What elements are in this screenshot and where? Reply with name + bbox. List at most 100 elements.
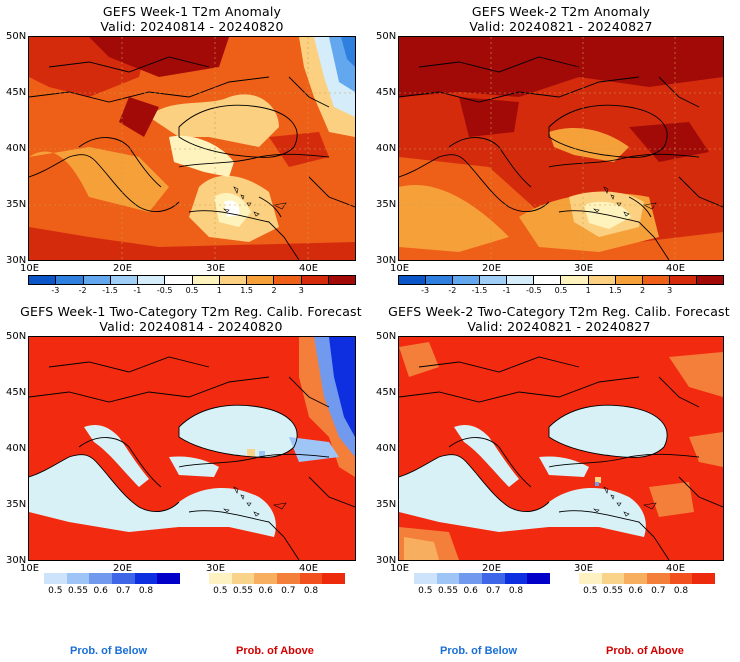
colorbar-swatch: [642, 276, 670, 284]
colorbar-tick-label: 2: [639, 286, 646, 295]
colorbar-swatch: [192, 276, 220, 284]
colorbar-tick-label: 3: [667, 286, 673, 295]
colorbar-swatch: [507, 276, 535, 284]
colorbar-swatch: [453, 276, 481, 284]
lon-label-10e: 10E: [20, 563, 40, 574]
lat-label-40n: 40N: [376, 443, 397, 454]
lat-label-45n: 45N: [6, 387, 27, 398]
colorbar-swatch: [647, 573, 670, 584]
colorbar-tick-label: 0.6: [93, 586, 108, 596]
title-line: GEFS Week-2 T2m Anomaly: [471, 4, 651, 19]
lon-label-30e: 30E: [574, 263, 594, 274]
lat-label-40n: 40N: [376, 143, 397, 154]
map-week2-anomaly: [398, 36, 724, 261]
map-week2-prob: [398, 336, 724, 561]
lon-label-40e: 40E: [666, 263, 686, 274]
colorbar-tick-label: 0.8: [303, 586, 319, 596]
colorbar-tick-label: -1: [133, 286, 142, 295]
colorbar-swatch: [480, 276, 508, 284]
prob-below-colorbar-right: 0.5 0.55 0.6 0.7 0.8: [414, 573, 551, 596]
colorbar-tick-label: 0.7: [281, 586, 296, 596]
colorbar-tick-label: 1: [216, 286, 222, 295]
colorbar-tick-label: 3: [298, 286, 304, 295]
colorbar-swatch: [44, 573, 67, 584]
lat-label-50n: 50N: [6, 331, 27, 342]
colorbar-tick-label: -1.5: [471, 286, 488, 295]
colorbar-swatch: [134, 573, 158, 584]
lon-label-30e: 30E: [574, 563, 594, 574]
colorbar-swatch: [110, 276, 138, 284]
colorbar-swatch: [615, 276, 643, 284]
valid-dates: Valid: 20240814 - 20240820: [100, 19, 284, 34]
colorbar-swatch: [56, 276, 84, 284]
colorbar-swatch: [274, 276, 302, 284]
colorbar-ticks: 0.5 0.55 0.6 0.7 0.8: [414, 584, 550, 596]
colorbar-ticks: -3 -2 -1.5 -1 -0.5 0.5 1 1.5 2 3: [398, 285, 724, 297]
colorbar-tick-label: 0.6: [463, 586, 478, 596]
colorbar-tick-label: -1.5: [102, 286, 118, 295]
lon-label-30e: 30E: [206, 263, 226, 274]
panel-title-week1-prob: GEFS Week-1 Two-Category T2m Reg. Calib.…: [8, 304, 374, 334]
colorbar-ticks: 0.5 0.55 0.6 0.7 0.8: [209, 584, 345, 596]
colorbar-swatches: [44, 573, 181, 584]
colorbar-swatches: [209, 573, 346, 584]
colorbar-tick-label: 0.7: [651, 586, 666, 596]
colorbar-swatches: [28, 275, 356, 285]
colorbar-tick-label: -2: [448, 286, 457, 295]
colorbar-swatch: [579, 573, 602, 584]
title-line: GEFS Week-1 Two-Category T2m Reg. Calib.…: [20, 304, 362, 319]
colorbar-swatch: [692, 573, 716, 584]
lat-label-40n: 40N: [6, 443, 27, 454]
prob-above-colorbar-right: 0.5 0.55 0.6 0.7 0.8: [579, 573, 716, 596]
prob-above-colorbar-left: 0.5 0.55 0.6 0.7 0.8: [209, 573, 346, 596]
lon-label-20e: 20E: [113, 263, 133, 274]
lon-label-10e: 10E: [390, 263, 410, 274]
lat-label-45n: 45N: [6, 87, 27, 98]
colorbar-swatch: [299, 573, 323, 584]
colorbar-tick-label: 0.8: [508, 586, 524, 596]
lat-label-35n: 35N: [6, 499, 27, 510]
colorbar-ticks: 0.5 0.55 0.6 0.7 0.8: [44, 584, 180, 596]
lat-label-50n: 50N: [376, 331, 397, 342]
colorbar-swatch: [534, 276, 562, 284]
prob-map-svg: [399, 337, 723, 560]
colorbar-tick-label: -3: [51, 286, 60, 295]
colorbar-tick-label: 0.7: [486, 586, 501, 596]
colorbar-swatch: [83, 276, 111, 284]
lat-label-40n: 40N: [6, 143, 27, 154]
colorbar-tick-label: 0.55: [437, 586, 459, 596]
colorbar-swatch: [254, 573, 278, 584]
prob-above-label: Prob. of Above: [606, 645, 684, 657]
colorbar-tick-label: -2: [78, 286, 87, 295]
lat-label-35n: 35N: [6, 199, 27, 210]
anomaly-map-svg: [399, 37, 723, 260]
lat-label-50n: 50N: [6, 31, 27, 42]
colorbar-swatch: [482, 573, 505, 584]
colorbar-ticks: -3 -2 -1.5 -1 -0.5 0.5 1 1.5 2 3: [28, 285, 356, 297]
lat-label-45n: 45N: [376, 87, 397, 98]
panel-title-week1-anomaly: GEFS Week-1 T2m Anomaly Valid: 20240814 …: [28, 4, 356, 34]
lon-label-40e: 40E: [299, 263, 319, 274]
lat-label-35n: 35N: [376, 499, 397, 510]
lat-label-35n: 35N: [376, 199, 397, 210]
colorbar-tick-label: 0.6: [258, 586, 273, 596]
title-line: GEFS Week-2 Two-Category T2m Reg. Calib.…: [388, 304, 730, 319]
lon-label-20e: 20E: [482, 563, 502, 574]
lon-label-10e: 10E: [390, 563, 410, 574]
colorbar-swatch: [138, 276, 166, 284]
colorbar-tick-label: 0.7: [116, 586, 131, 596]
colorbar-tick-label: 1: [585, 286, 591, 295]
colorbar-tick-label: -1: [502, 286, 511, 295]
prob-below-label: Prob. of Below: [70, 645, 147, 657]
colorbar-tick-label: 0.5: [554, 286, 568, 295]
colorbar-swatch: [669, 573, 693, 584]
colorbar-tick-label: 0.5: [418, 586, 433, 596]
lon-label-10e: 10E: [20, 263, 40, 274]
prob-below-colorbar-left: 0.5 0.55 0.6 0.7 0.8: [44, 573, 181, 596]
valid-dates: Valid: 20240814 - 20240820: [99, 319, 283, 334]
colorbar-swatch: [504, 573, 528, 584]
valid-dates: Valid: 20240821 - 20240827: [469, 19, 653, 34]
colorbar-tick-label: 0.55: [67, 586, 89, 596]
colorbar-tick-label: 0.55: [232, 586, 254, 596]
valid-dates: Valid: 20240821 - 20240827: [467, 319, 651, 334]
